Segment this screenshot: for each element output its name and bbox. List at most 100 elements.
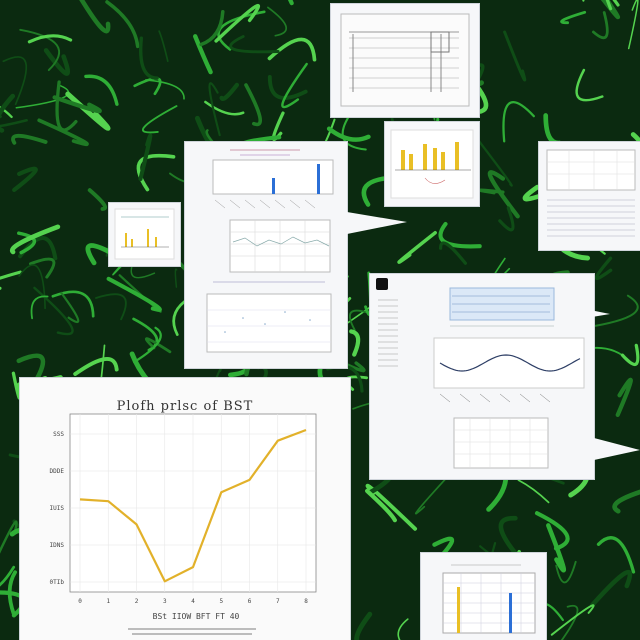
vine-stroke [106,276,162,312]
x-tick-label: 2 [135,598,139,605]
vine-stroke [11,133,48,145]
vine-stroke [615,377,633,417]
vine-stroke [7,570,17,616]
vine-stroke [0,93,16,133]
vine-stroke [487,170,520,219]
vine-stroke [15,84,70,109]
vine-stroke [477,139,513,187]
right-table-sheet [539,142,640,250]
vine-stroke [354,611,373,640]
x-tick-label: 0 [78,598,82,605]
gold-bar-sheet [385,122,479,206]
vine-stroke [620,343,640,367]
vine-stroke [193,34,213,75]
vine-stroke [52,95,102,114]
vine-stroke [11,371,22,400]
vine-stroke [0,270,22,290]
vine-stroke [12,166,38,192]
vine-stroke [397,618,409,640]
x-axis-label: BSt IIOW BFT FT 40 [153,612,240,621]
vine-stroke [590,569,633,608]
vine-stroke [95,293,127,321]
x-tick-label: 4 [191,598,195,605]
vine-stroke [365,488,397,523]
vine-stroke [144,337,172,354]
vine-stroke [17,231,37,255]
vine-stroke [229,35,280,54]
center-multi-chart-sheet [185,142,347,368]
vine-stroke [105,0,140,49]
vine-stroke [479,188,505,195]
vine-stroke [267,75,308,100]
vine-stroke [0,565,16,587]
vine-stroke [341,115,367,151]
vine-stroke [605,0,620,11]
vine-stroke [534,511,570,551]
vine-stroke [583,294,639,329]
vine-stroke [79,0,111,34]
vine-stroke [627,0,639,50]
vine-stroke [136,153,176,192]
vine-stroke [439,241,467,265]
vine-stroke [517,479,550,504]
vine-stroke [2,56,28,106]
vine-stroke [575,68,604,102]
bottom-right-sheet [421,553,546,640]
vine-stroke [244,83,262,127]
callout-pointer [347,212,407,234]
vine-stroke [596,536,636,574]
vine-stroke [30,295,49,320]
main-line-chart: Plofh prlsc of BST 0TIb IDNS IUIS DDDE SSS 0… [50,399,317,635]
y-tick-label: 0TIb [50,579,65,586]
vine-stroke [174,268,178,288]
blue-bar [317,164,320,194]
vine-stroke [397,230,437,264]
vine-stroke [87,188,108,211]
vine-stroke [555,560,577,584]
x-tick-label: 5 [219,598,223,605]
vine-stroke [546,523,567,573]
vine-stroke [19,28,60,72]
vine-stroke [281,62,308,109]
vine-stroke [503,30,527,82]
callout-pointer [594,438,640,460]
vine-stroke [85,243,118,266]
top-table-sheet [331,4,479,117]
vine-stroke [550,604,595,636]
wave-line [439,354,581,372]
small-bar-sheet [109,203,180,266]
chart-title: Plofh prlsc of BST [117,399,254,414]
blue-bar [272,178,275,194]
center-multi-chart-figure [206,149,334,353]
vine-stroke [84,74,119,106]
vine-stroke [60,291,80,324]
wave-chart-figure [376,278,585,469]
vine-stroke [415,474,450,515]
vine-stroke [594,256,613,281]
wave-chart-sheet [370,274,594,479]
y-tick-label: IDNS [50,542,65,549]
main-chart-sheet: Plofh prlsc of BST 0TIb IDNS IUIS DDDE SSS 0… [20,378,350,640]
vine-stroke [208,82,221,137]
vine-stroke [267,6,287,37]
series-line [79,428,307,583]
x-tick-label: 7 [276,598,280,605]
vine-stroke [33,286,74,336]
vine-stroke [43,48,71,76]
gold-bar-figure [390,129,474,199]
vine-stroke [204,100,245,116]
y-tick-label: SSS [53,431,64,438]
vine-stroke [51,290,95,318]
vine-stroke [349,329,361,357]
y-tick-label: IUIS [50,505,65,512]
vine-stroke [217,10,266,51]
vine-stroke [600,0,621,20]
y-tick-label: DDDE [50,468,65,475]
vine-stroke [29,257,56,279]
vine-stroke [612,489,640,514]
vine-stroke [326,126,371,142]
vine-stroke [9,224,61,255]
vine-stroke [27,34,73,44]
vine-stroke [560,10,587,25]
vine-stroke [432,536,455,558]
